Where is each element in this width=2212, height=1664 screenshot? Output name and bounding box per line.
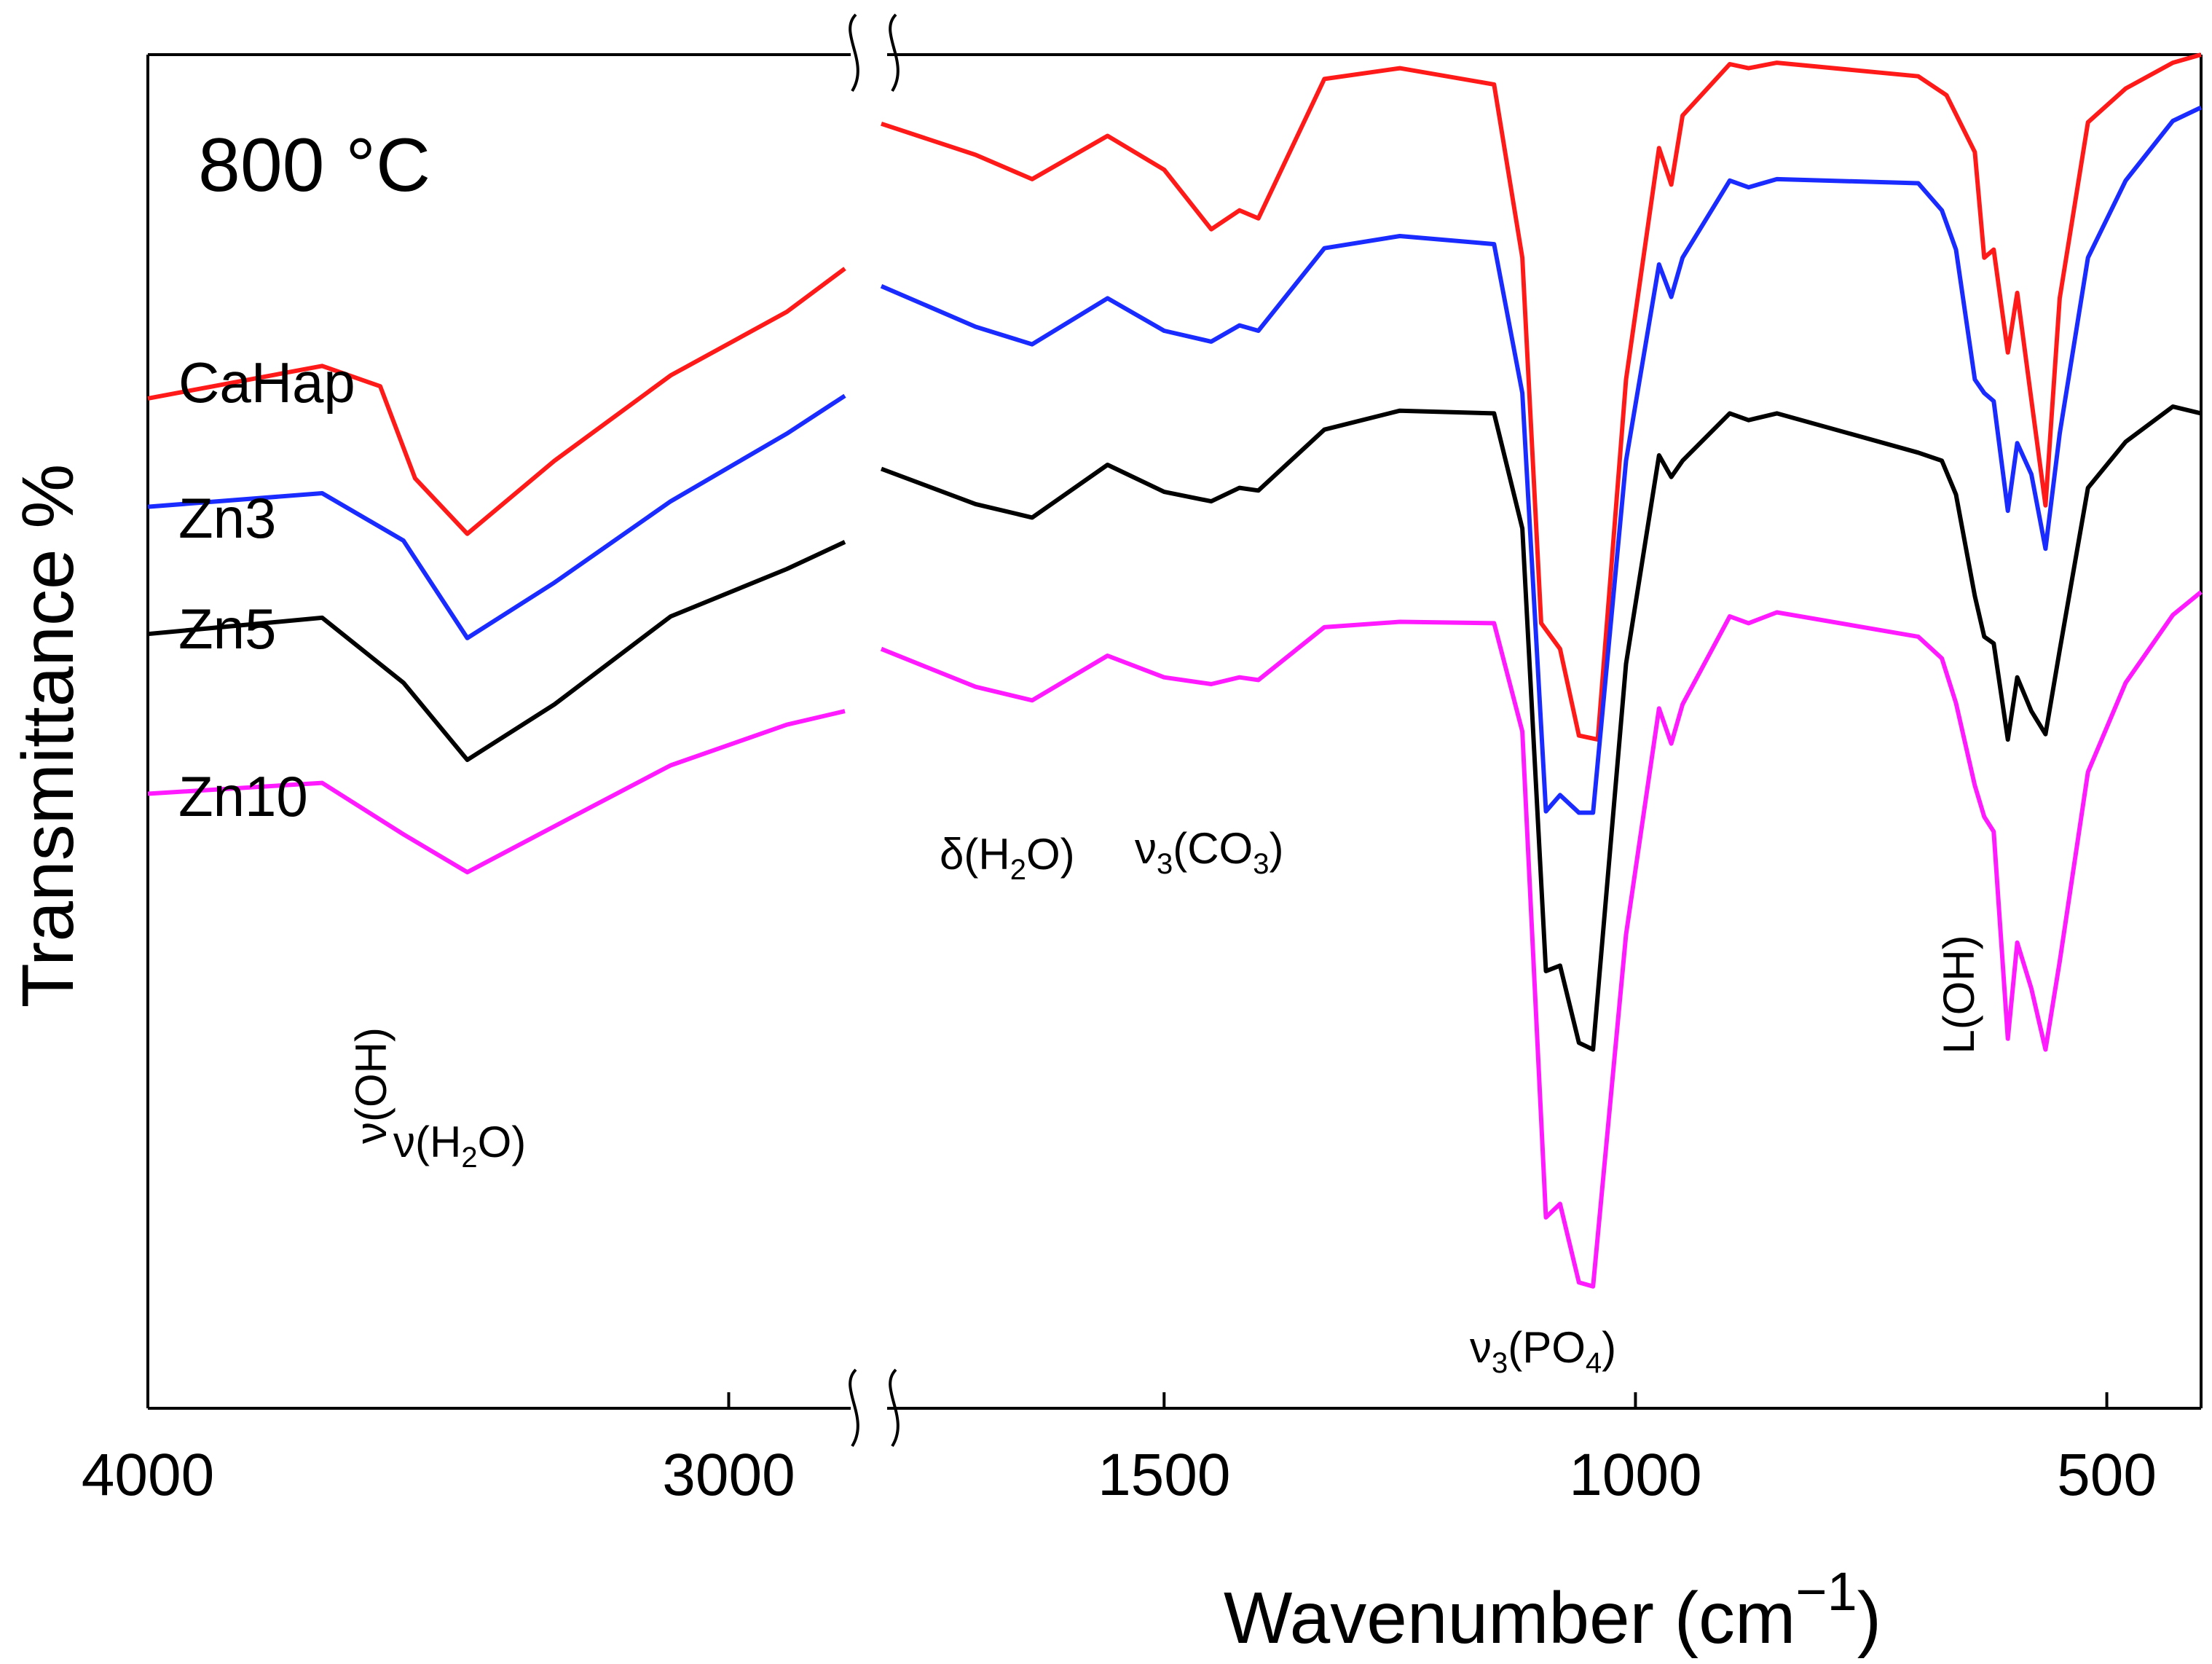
series-label-zn5: Zn5 [178, 597, 276, 661]
series-label-zn10: Zn10 [178, 764, 308, 828]
po4-nu-sub: 3 [1492, 1347, 1508, 1379]
x-tick-label-1000: 1000 [1569, 1442, 1701, 1508]
series-lines [147, 52, 2203, 1289]
series-line-cahap-segment-2 [881, 52, 2202, 742]
series-label-cahap: CaHap [178, 350, 355, 415]
x-axis-title-main: Wavenumber (cm [1224, 1577, 1795, 1659]
po4-close: ) [1602, 1323, 1616, 1372]
x-tick-label-1500: 1500 [1098, 1442, 1230, 1508]
series-line-zn3-segment-1 [147, 393, 846, 640]
po4-text: (PO [1508, 1323, 1586, 1372]
co3-sub: 3 [1253, 848, 1269, 880]
x-tick-label-500: 500 [2057, 1442, 2157, 1508]
co3-nu: ν [1135, 824, 1157, 873]
series-line-cahap-segment-1 [147, 267, 846, 536]
po4-nu: ν [1470, 1323, 1492, 1372]
x-tick-labels: 4000 3000 1500 1000 500 [82, 1442, 2157, 1508]
y-axis-title: Transmittance % [7, 464, 89, 1008]
po4-sub: 4 [1586, 1347, 1602, 1379]
nu-h2o-sub: 2 [461, 1142, 477, 1174]
x-ticks [146, 1392, 2109, 1408]
annotation-nu3-co3: ν3(CO3) [1135, 824, 1283, 880]
co3-text: (CO [1173, 824, 1253, 873]
series-line-zn5-segment-2 [880, 404, 2202, 1052]
x-tick-label-4000: 4000 [82, 1442, 214, 1508]
break-mark-top-1 [849, 13, 859, 93]
annotation-nu-h2o: ν(H2O) [393, 1118, 526, 1174]
x-axis-title-sup: −1 [1795, 1561, 1857, 1622]
plot-frame [146, 53, 2203, 1410]
annotation-l-oh: L(OH) [1934, 935, 1983, 1053]
co3-close: ) [1269, 824, 1283, 873]
temperature-label: 800 °C [198, 123, 430, 208]
axis-break-marks [849, 13, 900, 1448]
break-mark-top-2 [889, 13, 900, 93]
x-axis-title-close: ) [1857, 1577, 1881, 1659]
annotation-nu3-po4: ν3(PO4) [1470, 1323, 1616, 1379]
break-mark-bottom-2 [889, 1368, 900, 1448]
series-line-zn3-segment-2 [880, 105, 2203, 815]
break-mark-bottom-1 [849, 1368, 859, 1448]
series-label-zn3: Zn3 [178, 486, 276, 550]
series-line-zn10-segment-1 [147, 709, 846, 875]
delta-h2o-sub: 2 [1010, 854, 1026, 886]
series-line-zn5-segment-1 [147, 540, 846, 762]
x-tick-label-3000: 3000 [662, 1442, 795, 1508]
series-line-zn10-segment-2 [880, 590, 2203, 1289]
annotation-nu-oh: ν(OH) [347, 1027, 395, 1144]
x-axis-title: Wavenumber (cm−1) [1224, 1561, 1881, 1659]
nu-h2o-close: O) [478, 1118, 527, 1166]
delta-h2o-close: O) [1026, 830, 1075, 879]
nu-h2o-main: ν(H [393, 1118, 461, 1166]
delta-h2o-main: δ(H [940, 830, 1010, 879]
annotation-delta-h2o: δ(H2O) [940, 830, 1075, 886]
co3-nu-sub: 3 [1157, 848, 1173, 880]
